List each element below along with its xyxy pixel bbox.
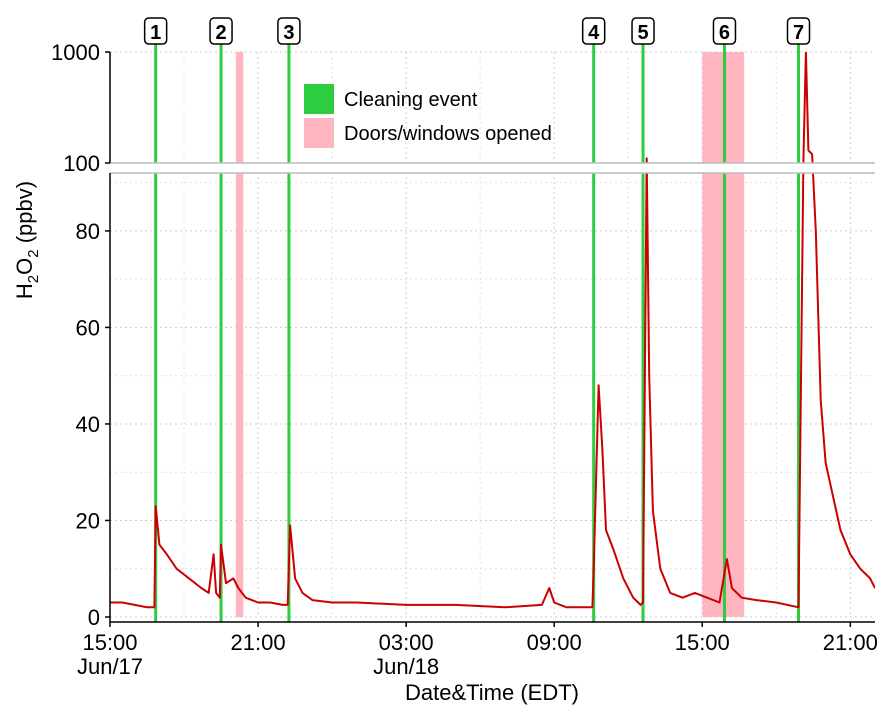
- y-axis-title: H2O2 (ppbv): [12, 181, 42, 299]
- legend: Cleaning event Doors/windows opened: [304, 84, 552, 148]
- event-number-box: [277, 17, 301, 45]
- axis-break: [100, 162, 877, 174]
- cleaning-event-labels: 1 2 3 4 5 6 7: [143, 17, 811, 45]
- y-tick-upper-label: 100: [63, 151, 100, 176]
- y-tick-upper-label: 1000: [51, 40, 100, 65]
- y-tick-label: 0: [88, 605, 100, 630]
- legend-label: Doors/windows opened: [344, 123, 552, 145]
- h2o2-series-line: [110, 52, 875, 609]
- event-number-label: 2: [215, 22, 226, 44]
- legend-swatch: [304, 84, 334, 114]
- legend-label: Cleaning event: [344, 89, 478, 111]
- event-number-box: [786, 17, 811, 45]
- y-tick-label: 60: [76, 315, 100, 340]
- x-tick-label: 15:00: [82, 630, 137, 655]
- event-number-label: 6: [719, 22, 730, 44]
- x-tick-date-label: Jun/17: [77, 654, 143, 679]
- x-axis-title: Date&Time (EDT): [405, 680, 579, 705]
- event-number-box: [712, 17, 737, 45]
- event-number-label: 3: [283, 22, 294, 44]
- x-tick-label: 21:00: [231, 630, 286, 655]
- event-number-label: 1: [150, 22, 161, 44]
- x-tick-date-label: Jun/18: [373, 654, 439, 679]
- x-tick-label: 21:00: [823, 630, 878, 655]
- event-number-box: [631, 17, 655, 45]
- y-tick-label: 40: [76, 412, 100, 437]
- y-tick-label: 80: [76, 219, 100, 244]
- event-number-label: 4: [588, 22, 600, 44]
- event-number-box: [209, 17, 233, 45]
- axis-break-gap: [100, 163, 877, 173]
- event-number-label: 5: [637, 22, 648, 44]
- x-tick-label: 15:00: [675, 630, 730, 655]
- legend-swatch: [304, 118, 334, 148]
- event-number-label: 7: [793, 22, 804, 44]
- event-number-box: [143, 17, 168, 45]
- door-window-band: [235, 52, 244, 617]
- x-tick-label: 03:00: [379, 630, 434, 655]
- event-number-box: [581, 17, 606, 45]
- y-tick-label: 20: [76, 508, 100, 533]
- x-tick-label: 09:00: [527, 630, 582, 655]
- h2o2-series: [110, 52, 875, 609]
